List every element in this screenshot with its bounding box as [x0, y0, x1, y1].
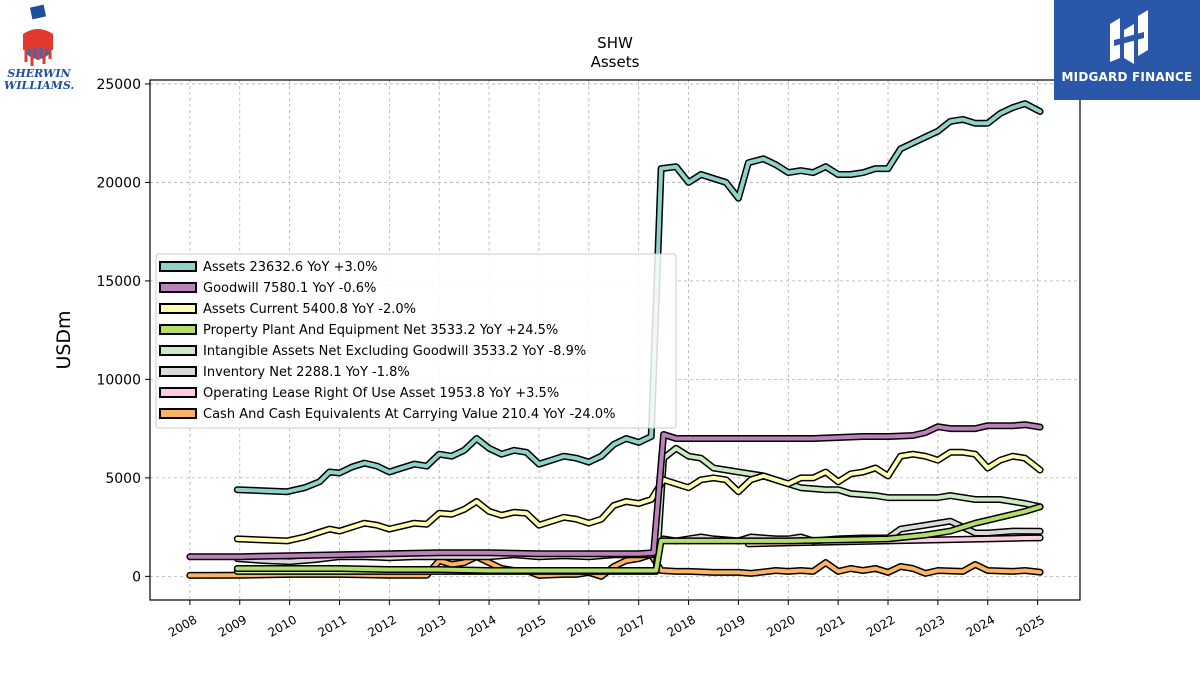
y-tick-label: 5000 [105, 471, 141, 487]
x-tick-label: 2011 [316, 612, 349, 639]
y-tick-label: 20000 [96, 175, 141, 191]
midgard-finance-text: MIDGARD FINANCE [1061, 70, 1193, 84]
series-line [187, 422, 1043, 559]
x-tick-label: 2018 [665, 612, 698, 639]
legend-label: Assets Current 5400.8 YoY -2.0% [203, 302, 416, 317]
series-line [187, 552, 1043, 579]
x-axis-ticks: 2008 2009 2010 2011 2012 2013 2014 2015 2016 2017… [166, 600, 1047, 640]
logo-text-williams: WILLIAMS. [4, 79, 75, 92]
legend-item: Goodwill 7580.1 YoY -0.6% [159, 281, 376, 296]
legend-label: Assets 23632.6 YoY +3.0% [203, 260, 378, 275]
x-tick-label: 2024 [964, 612, 997, 639]
legend-swatch [159, 324, 197, 335]
legend-item: Property Plant And Equipment Net 3533.2 … [159, 323, 558, 338]
x-tick-label: 2008 [166, 612, 199, 639]
legend: Assets 23632.6 YoY +3.0% Goodwill 7580.1 … [155, 253, 677, 429]
legend-box [155, 253, 677, 429]
paint-can-globe-icon [23, 4, 53, 66]
midgard-finance-logo: MIDGARD FINANCE [1054, 0, 1200, 100]
x-tick-label: 2019 [714, 612, 747, 639]
legend-swatch [159, 408, 197, 419]
x-tick-label: 2020 [764, 612, 797, 639]
x-tick-label: 2021 [814, 612, 847, 639]
y-tick-label: 0 [132, 569, 141, 585]
legend-swatch [159, 387, 197, 398]
legend-label: Operating Lease Right Of Use Asset 1953.… [203, 386, 559, 401]
y-tick-label: 10000 [96, 372, 141, 388]
x-tick-label: 2012 [365, 612, 398, 639]
x-tick-label: 2025 [1014, 612, 1047, 639]
x-tick-label: 2016 [565, 612, 598, 639]
legend-item: Cash And Cash Equivalents At Carrying Va… [159, 407, 615, 422]
legend-label: Inventory Net 2288.1 YoY -1.8% [203, 365, 410, 380]
y-tick-label: 15000 [96, 274, 141, 290]
legend-label: Cash And Cash Equivalents At Carrying Va… [203, 407, 615, 422]
chart-subtitle: Assets [591, 53, 640, 71]
legend-swatch [159, 345, 197, 356]
x-tick-label: 2023 [914, 612, 947, 639]
series-line [235, 450, 1043, 543]
y-axis-label: USDm [53, 310, 75, 369]
logo-text-sherwin: SHERWIN [7, 67, 71, 80]
series-2 [186, 421, 1044, 561]
x-tick-label: 2010 [266, 612, 299, 639]
series-4 [233, 503, 1044, 574]
y-tick-label: 25000 [96, 77, 141, 93]
chart-title: SHW [597, 34, 633, 52]
sherwin-williams-logo: SHERWIN WILLIAMS. [4, 4, 74, 99]
x-tick-label: 2015 [515, 612, 548, 639]
legend-item: Intangible Assets Net Excluding Goodwill… [159, 344, 586, 359]
legend-swatch [159, 261, 197, 272]
x-tick-label: 2013 [415, 612, 448, 639]
series-8 [186, 551, 1044, 580]
midgard-emblem-icon [1110, 10, 1148, 64]
legend-item: Assets Current 5400.8 YoY -2.0% [159, 302, 416, 317]
legend-swatch [159, 282, 197, 293]
legend-label: Goodwill 7580.1 YoY -0.6% [203, 281, 376, 296]
y-axis-ticks: 0 5000 10000 15000 20000 25000 [96, 77, 150, 585]
legend-label: Intangible Assets Net Excluding Goodwill… [203, 344, 586, 359]
x-tick-label: 2022 [864, 612, 897, 639]
legend-label: Property Plant And Equipment Net 3533.2 … [203, 323, 558, 338]
series-3 [233, 448, 1044, 545]
legend-item: Inventory Net 2288.1 YoY -1.8% [159, 365, 410, 380]
x-tick-label: 2017 [615, 612, 648, 639]
x-tick-label: 2014 [465, 612, 498, 639]
x-tick-label: 2009 [216, 612, 249, 639]
plot-frame [149, 79, 1081, 601]
series-line [235, 504, 1043, 573]
legend-item: Operating Lease Right Of Use Asset 1953.… [159, 386, 559, 401]
legend-item: Assets 23632.6 YoY +3.0% [159, 260, 378, 275]
legend-swatch [159, 303, 197, 314]
legend-swatch [159, 366, 197, 377]
